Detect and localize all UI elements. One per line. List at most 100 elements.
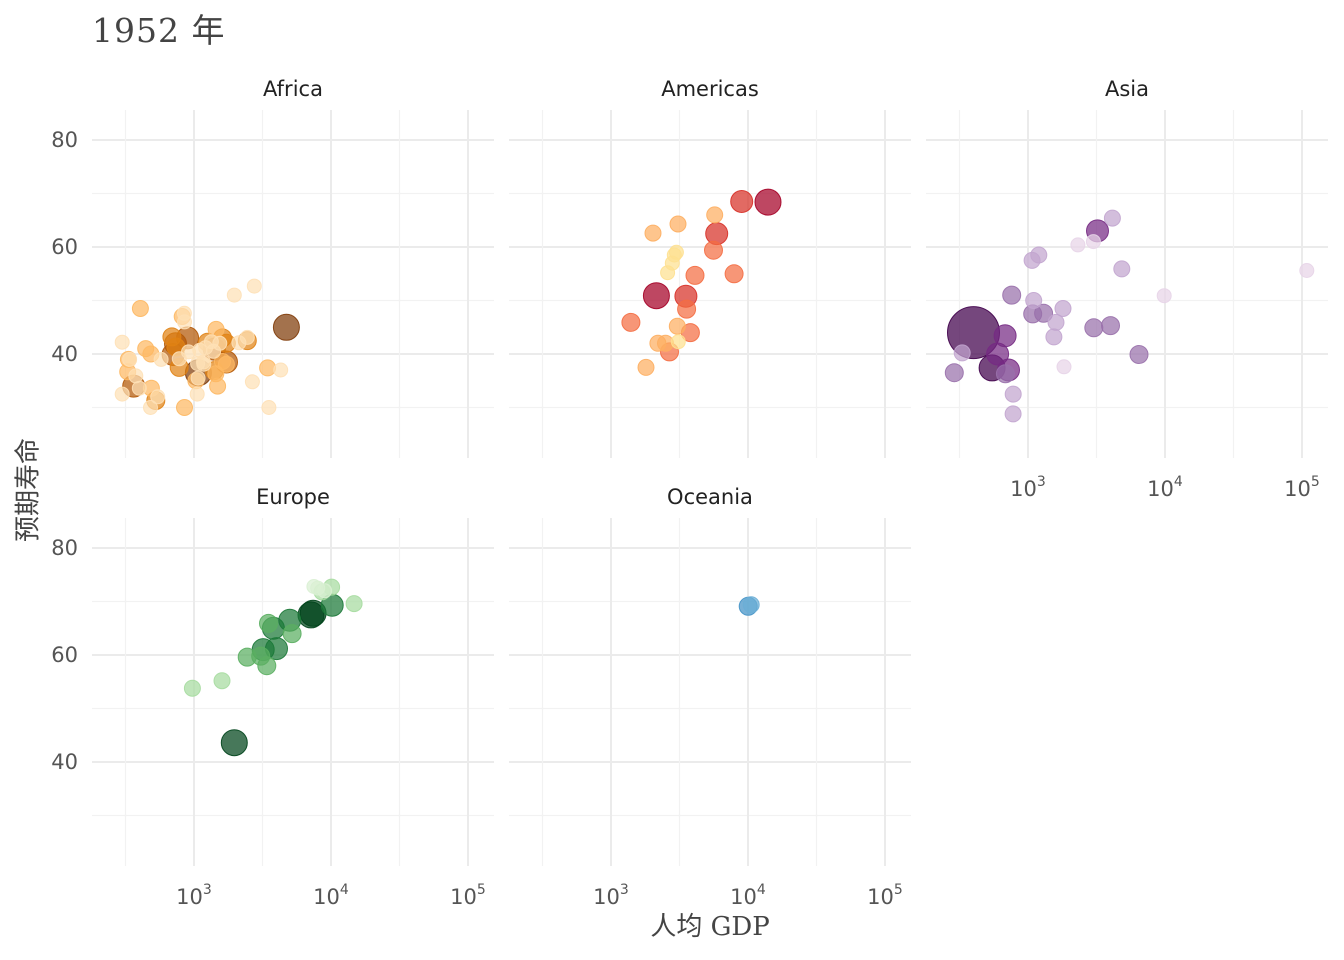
data-point [1056,359,1072,375]
data-point [183,679,201,697]
data-point [724,264,744,284]
data-point [1047,313,1065,331]
data-point [128,368,144,384]
y-tick-label: 80 [51,536,78,560]
data-point [1113,260,1131,278]
data-point [177,314,192,330]
y-tick-label: 60 [51,643,78,667]
facet-label-europe: Europe [256,485,330,509]
data-point [1129,345,1149,364]
x-tick-label: 103 [593,882,629,909]
y-tick-label: 40 [51,750,78,774]
data-point [649,334,667,352]
x-tick-label: 105 [450,882,486,909]
x-tick-label: 104 [730,882,766,909]
data-point [995,364,1015,384]
data-point [685,265,705,285]
data-point [666,247,682,263]
facet-label-africa: Africa [263,77,323,101]
x-tick-label: 103 [1010,474,1046,501]
y-tick-label: 40 [51,342,78,366]
facet-label-oceania: Oceania [667,485,753,509]
facet-label-asia: Asia [1105,77,1149,101]
data-point [1070,237,1086,253]
chart-title: 1952 年 [92,11,226,50]
data-point [226,287,242,303]
x-axis-label: 人均 GDP [650,912,770,942]
data-point [704,240,723,260]
data-point [953,344,971,362]
data-point [1299,263,1315,278]
data-point [143,400,158,415]
data-point [706,206,724,224]
data-point [345,595,363,613]
data-point [189,386,205,402]
data-point [670,334,686,350]
data-point [209,377,227,395]
data-point [257,656,277,676]
data-point [272,313,300,341]
data-point [754,188,782,216]
x-tick-label: 104 [313,882,349,909]
x-tick-label: 104 [1147,474,1183,501]
data-point [1054,300,1072,317]
y-tick-label: 60 [51,235,78,259]
data-point [668,317,686,335]
data-point [153,351,169,367]
data-point [644,224,662,242]
data-point [131,380,147,396]
data-point [150,389,166,405]
data-point [122,351,138,367]
data-point [181,344,196,360]
data-point [213,672,231,690]
data-point [1156,288,1172,304]
data-point [214,353,231,370]
x-tick-label: 105 [1284,474,1320,501]
data-point [114,386,130,402]
data-point [730,190,754,213]
facet-panel-oceania: Oceania 103 104 105 [509,485,911,909]
data-point [1034,303,1054,323]
data-point [273,362,289,378]
data-point [1025,292,1043,309]
y-tick-label: 80 [51,128,78,152]
data-point [642,282,670,310]
data-point [1085,234,1101,250]
data-point [1103,209,1121,227]
data-point [1084,318,1104,338]
x-tick-label: 105 [867,882,903,909]
data-point [1045,328,1063,346]
facet-panel-africa: Africa 40 60 80 [51,77,494,458]
data-point [742,596,760,614]
data-point [621,312,641,332]
data-point [246,278,262,294]
data-point [669,215,687,233]
data-point [176,399,193,416]
data-point [131,300,149,317]
data-point [637,358,655,376]
data-point [220,729,248,757]
data-point [196,356,212,372]
facet-label-americas: Americas [661,77,759,101]
data-point [1023,251,1041,269]
data-point [1004,405,1022,423]
data-point [1101,316,1120,336]
data-point [259,359,277,377]
x-tick-label: 103 [176,882,212,909]
data-point [1004,385,1022,403]
data-point [282,624,302,644]
facet-panel-asia: Asia 103 104 105 [926,77,1328,501]
data-point [198,340,214,356]
data-point [259,613,278,633]
facet-panel-europe: Europe 40 60 80 103 104 105 [51,485,494,909]
data-point [993,324,1017,348]
data-point [261,400,277,415]
data-point [1002,285,1022,305]
data-point [244,374,260,390]
data-point [944,363,964,383]
data-point [231,335,247,351]
data-point [114,334,130,350]
data-point [137,340,155,358]
data-point [677,299,697,319]
